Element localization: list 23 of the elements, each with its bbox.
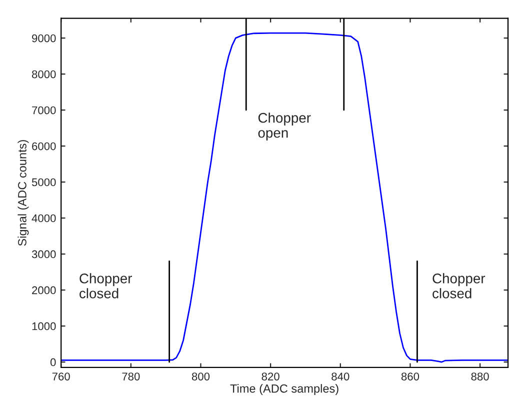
x-tick-label: 840 <box>332 372 350 380</box>
y-tick-label: 5000 <box>32 178 56 186</box>
annotation: Chopper closed <box>80 273 132 298</box>
annotation: Chopper closed <box>432 273 486 298</box>
y-tick-label: 3000 <box>32 250 56 258</box>
y-tick-label: 6000 <box>32 142 56 150</box>
y-tick-label: 9000 <box>32 34 56 42</box>
y-tick-label: 8000 <box>32 70 56 78</box>
annotation: Chopper open <box>258 112 311 140</box>
x-tick-label: 860 <box>401 372 420 380</box>
x-tick-label: 760 <box>52 372 70 380</box>
y-tick-label: 4000 <box>32 214 56 222</box>
y-tick-label: 0 <box>50 358 56 366</box>
line-series <box>61 32 508 363</box>
x-tick-label: 820 <box>262 372 280 380</box>
y-tick-label: 7000 <box>32 106 56 114</box>
x-tick-label: 780 <box>122 372 140 380</box>
y-tick-label: 1000 <box>32 322 56 330</box>
x-tick-label: 800 <box>192 372 210 380</box>
x-axis-title: Time (ADC samples) <box>230 384 338 396</box>
y-tick-label: 2000 <box>32 286 56 294</box>
x-tick-label: 880 <box>471 372 489 380</box>
y-axis-title: Signal (ADC counts) <box>18 140 29 246</box>
